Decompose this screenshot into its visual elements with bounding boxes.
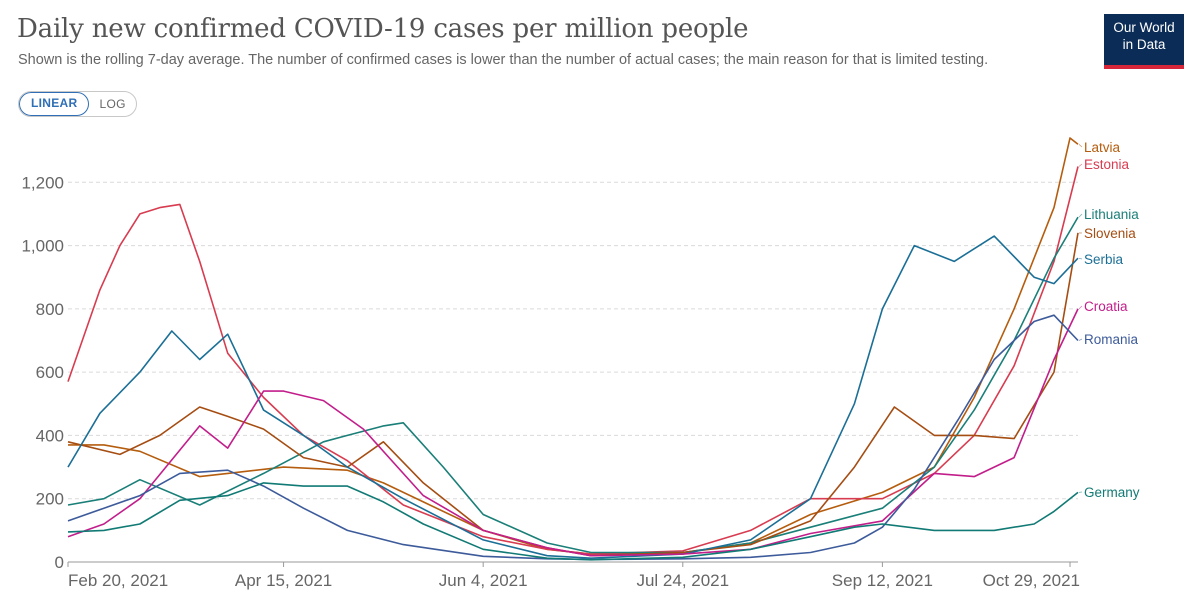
chart-subtitle: Shown is the rolling 7-day average. The … xyxy=(18,52,989,68)
y-tick-label: 200 xyxy=(36,490,64,509)
series-label-connector xyxy=(1078,257,1083,260)
scale-toggle: LINEAR LOG xyxy=(18,91,137,117)
series-label-serbia: Serbia xyxy=(1084,252,1124,267)
series-line-latvia xyxy=(68,137,1079,555)
series-label-slovenia: Slovenia xyxy=(1084,226,1136,241)
series-label-latvia: Latvia xyxy=(1084,140,1121,155)
x-tick-label: Jul 24, 2021 xyxy=(636,571,729,590)
series-label-estonia: Estonia xyxy=(1084,157,1130,172)
series-label-connector xyxy=(1078,213,1083,218)
y-tick-label: 600 xyxy=(36,363,64,382)
owid-logo[interactable]: Our World in Data xyxy=(1104,14,1184,69)
series-label-connector xyxy=(1078,163,1083,167)
series-label-connector xyxy=(1078,338,1083,341)
chart-title: Daily new confirmed COVID-19 cases per m… xyxy=(17,14,749,44)
y-tick-label: 1,000 xyxy=(21,237,64,256)
y-tick-label: 0 xyxy=(55,553,64,572)
series-label-germany: Germany xyxy=(1084,485,1140,500)
linear-scale-button[interactable]: LINEAR xyxy=(19,92,90,116)
x-tick-label: Feb 20, 2021 xyxy=(68,571,168,590)
x-tick-label: Apr 15, 2021 xyxy=(235,571,332,590)
series-label-lithuania: Lithuania xyxy=(1084,207,1139,222)
series-label-connector xyxy=(1078,305,1083,310)
series-label-croatia: Croatia xyxy=(1084,299,1128,314)
series-line-lithuania xyxy=(67,216,1079,554)
y-tick-label: 400 xyxy=(36,426,64,445)
series-label-connector xyxy=(1078,144,1083,148)
y-tick-label: 800 xyxy=(36,300,64,319)
series-label-romania: Romania xyxy=(1084,332,1139,347)
log-scale-button[interactable]: LOG xyxy=(99,97,126,111)
series-line-germany xyxy=(67,482,1079,561)
logo-line-1: Our World xyxy=(1113,20,1175,35)
series-line-croatia xyxy=(67,308,1079,557)
logo-line-2: in Data xyxy=(1122,37,1166,52)
series-line-slovenia xyxy=(67,232,1079,557)
y-tick-label: 1,200 xyxy=(21,173,64,192)
series-line-romania xyxy=(67,314,1079,561)
x-tick-label: Sep 12, 2021 xyxy=(832,571,933,590)
series-line-serbia xyxy=(67,235,1079,560)
series-line-estonia xyxy=(67,166,1079,555)
x-tick-label: Jun 4, 2021 xyxy=(439,571,528,590)
x-tick-label: Oct 29, 2021 xyxy=(983,571,1080,590)
